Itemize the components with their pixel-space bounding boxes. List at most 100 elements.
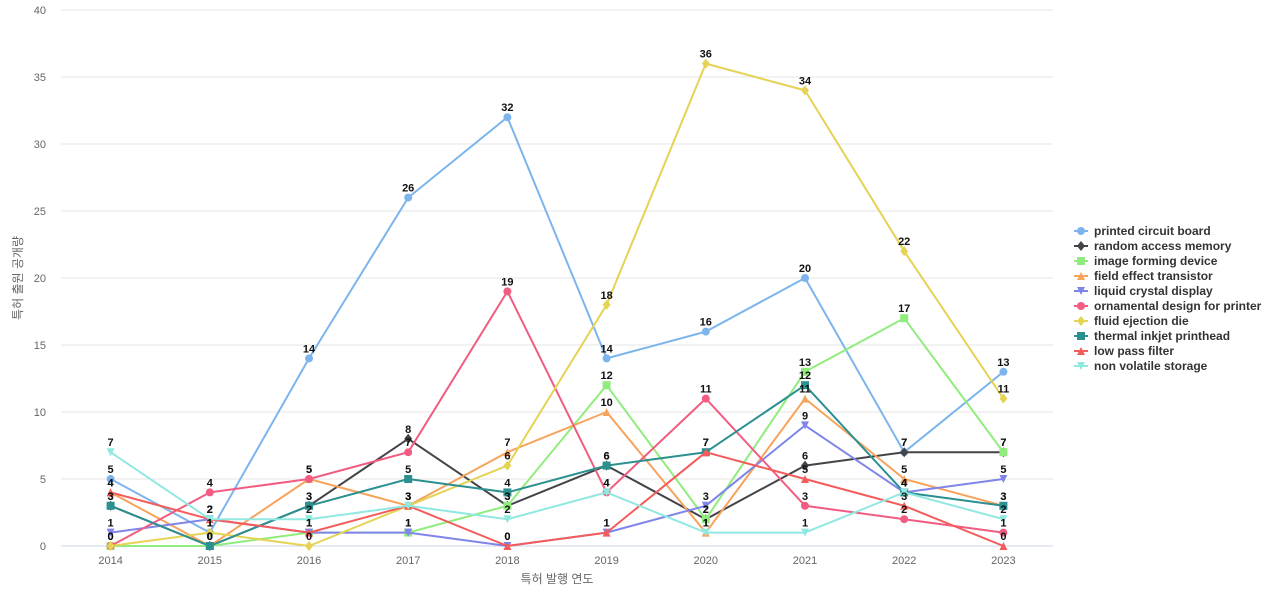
data-label: 18	[600, 290, 612, 302]
data-label: 2	[703, 504, 709, 516]
data-label: 19	[501, 276, 513, 288]
data-label: 7	[901, 437, 907, 449]
data-point	[305, 528, 313, 537]
legend-item[interactable]: thermal inkjet printhead	[1074, 329, 1230, 343]
series-field-effect-transistor	[106, 394, 1008, 550]
legend-item[interactable]: random access memory	[1074, 239, 1232, 253]
data-label: 6	[802, 451, 808, 463]
legend-item[interactable]: fluid ejection die	[1074, 314, 1189, 328]
x-axis-title: 특허 발행 연도	[521, 571, 594, 586]
legend-label: random access memory	[1094, 239, 1232, 253]
data-point	[999, 393, 1008, 404]
data-point	[106, 501, 115, 510]
data-point	[701, 58, 710, 69]
data-point	[602, 408, 611, 416]
y-tick-label: 10	[34, 407, 46, 419]
data-point	[801, 460, 809, 471]
legend-marker	[1077, 332, 1085, 340]
data-point	[602, 381, 611, 390]
data-point	[602, 354, 611, 363]
data-point	[999, 528, 1008, 537]
data-label: 5	[405, 464, 411, 476]
y-axis-title: 특허 출원 공개량	[11, 236, 25, 320]
data-label: 0	[108, 531, 114, 543]
series-non-volatile-storage	[106, 448, 1008, 537]
data-label: 32	[501, 102, 513, 114]
data-label: 1	[802, 518, 808, 530]
data-label: 4	[108, 477, 115, 489]
data-label: 12	[600, 370, 612, 382]
y-tick-label: 0	[40, 541, 46, 553]
data-label: 16	[700, 317, 712, 329]
data-point	[404, 475, 413, 483]
data-label: 0	[207, 531, 213, 543]
data-point	[801, 528, 809, 537]
data-point	[701, 327, 710, 336]
data-point	[503, 448, 512, 457]
data-point	[801, 85, 809, 96]
legend-item[interactable]: ornamental design for printer	[1074, 299, 1262, 313]
data-point	[404, 193, 413, 202]
data-point	[205, 488, 214, 497]
data-label: 7	[405, 437, 411, 449]
data-point	[106, 475, 115, 483]
data-point	[801, 274, 809, 282]
data-label: 2	[901, 504, 907, 516]
data-label: 3	[1000, 491, 1006, 503]
data-point	[801, 367, 809, 376]
data-label: 3	[306, 491, 312, 503]
data-label: 3	[405, 491, 411, 503]
legend-marker	[1077, 227, 1085, 235]
data-label: 1	[108, 518, 114, 530]
data-label: 14	[600, 343, 613, 355]
data-label: 3	[108, 491, 114, 503]
data-label: 1	[306, 518, 312, 530]
data-point	[900, 515, 909, 524]
data-point	[602, 488, 611, 497]
data-label: 5	[802, 464, 808, 476]
legend-label: printed circuit board	[1094, 224, 1211, 238]
y-tick-label: 5	[40, 474, 46, 486]
legend-label: thermal inkjet printhead	[1094, 329, 1230, 343]
legend-item[interactable]: field effect transistor	[1074, 269, 1213, 283]
data-point	[503, 287, 512, 296]
data-label: 4	[901, 477, 908, 489]
data-label: 7	[108, 437, 114, 449]
legend-item[interactable]: image forming device	[1074, 254, 1218, 268]
data-point	[801, 475, 809, 483]
data-label: 1	[405, 518, 411, 530]
data-label: 3	[901, 491, 907, 503]
data-label: 3	[504, 491, 510, 503]
legend-item[interactable]: low pass filter	[1074, 344, 1174, 358]
data-point	[305, 541, 313, 551]
y-tick-label: 40	[34, 5, 46, 17]
data-point	[900, 488, 909, 497]
series-line	[109, 451, 1005, 547]
data-point	[305, 515, 313, 524]
data-point	[305, 354, 313, 363]
x-tick-label: 2016	[297, 555, 321, 567]
data-label: 5	[108, 464, 114, 476]
data-label: 13	[997, 357, 1009, 369]
data-label: 7	[901, 437, 907, 449]
data-label: 6	[504, 451, 510, 463]
data-label: 3	[405, 491, 411, 503]
legend-marker	[1077, 257, 1085, 265]
data-point	[305, 501, 313, 510]
data-label: 7	[703, 437, 709, 449]
legend-item[interactable]: liquid crystal display	[1074, 284, 1213, 298]
data-point	[900, 314, 909, 323]
legend-item[interactable]: non volatile storage	[1074, 359, 1208, 373]
series-line	[109, 62, 1005, 547]
y-tick-label: 15	[34, 340, 46, 352]
data-point	[503, 515, 512, 524]
data-point	[999, 475, 1008, 483]
legend-label: low pass filter	[1094, 344, 1174, 358]
data-label: 6	[604, 451, 610, 463]
data-point	[900, 501, 909, 510]
data-label: 12	[799, 370, 811, 382]
legend-item[interactable]: printed circuit board	[1074, 224, 1211, 238]
data-label: 3	[108, 491, 114, 503]
data-point	[404, 433, 413, 444]
